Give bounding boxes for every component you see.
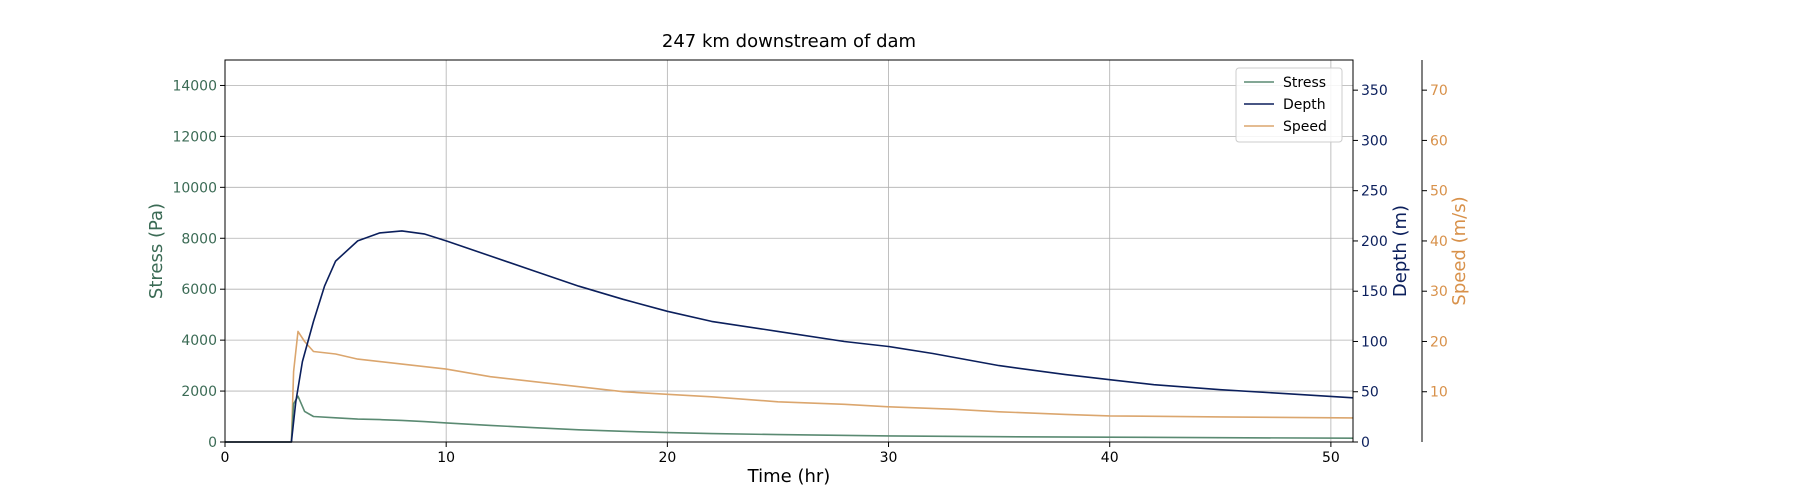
- stress-tick-label: 4000: [181, 333, 217, 349]
- legend-label-depth: Depth: [1283, 97, 1326, 113]
- depth-tick-label: 50: [1361, 385, 1379, 401]
- depth-tick-label: 300: [1361, 133, 1388, 149]
- legend-box: [1235, 67, 1343, 143]
- stress-tick-label: 14000: [172, 78, 217, 94]
- x-tick-label: 40: [1101, 450, 1119, 466]
- stress-tick-label: 10000: [172, 180, 217, 196]
- stress-tick-label: 6000: [181, 282, 217, 298]
- stress-tick-label: 0: [208, 435, 217, 451]
- legend-label-stress: Stress: [1283, 75, 1326, 91]
- stress-tick-label: 8000: [181, 231, 217, 247]
- depth-axis-label: Depth (m): [1390, 205, 1411, 297]
- legend-label-speed: Speed: [1283, 119, 1327, 135]
- x-tick-label: 50: [1322, 450, 1340, 466]
- speed-tick-label: 70: [1430, 83, 1448, 99]
- speed-tick-label: 50: [1430, 184, 1448, 200]
- speed-tick-label: 10: [1430, 385, 1448, 401]
- speed-tick-label: 30: [1430, 284, 1448, 300]
- depth-tick-label: 200: [1361, 234, 1388, 250]
- grid: [224, 60, 1353, 443]
- series-layer: [225, 230, 1354, 443]
- stress-tick-label: 2000: [181, 384, 217, 400]
- speed-axis: 10 20 30 40 50 60 70: [1421, 60, 1448, 442]
- depth-axis: 0 50 100 150 200 250 300 350: [1353, 83, 1388, 451]
- speed-axis-label: Speed (m/s): [1449, 196, 1470, 305]
- depth-tick-label: 250: [1361, 184, 1388, 200]
- x-tick-label: 10: [437, 450, 455, 466]
- depth-tick-label: 150: [1361, 284, 1388, 300]
- x-tick-label: 20: [658, 450, 676, 466]
- speed-tick-label: 60: [1430, 133, 1448, 149]
- series-line-stress: [225, 395, 1354, 443]
- stress-axis: 0 2000 4000 6000 8000 10000 12000 14000: [172, 78, 225, 451]
- speed-tick-label: 20: [1430, 334, 1448, 350]
- depth-tick-label: 350: [1361, 83, 1388, 99]
- legend: Stress Depth Speed: [1235, 67, 1343, 143]
- series-line-depth: [225, 230, 1354, 443]
- x-axis: 0 10 20 30 40 50: [221, 442, 1340, 466]
- depth-tick-label: 0: [1361, 435, 1370, 451]
- speed-tick-label: 40: [1430, 234, 1448, 250]
- chart-title: 247 km downstream of dam: [662, 31, 916, 52]
- depth-tick-label: 100: [1361, 334, 1388, 350]
- x-tick-label: 0: [221, 450, 230, 466]
- plot-frame: [224, 59, 1354, 443]
- stress-axis-label: Stress (Pa): [146, 203, 167, 299]
- stress-tick-label: 12000: [172, 129, 217, 145]
- x-axis-label: Time (hr): [747, 466, 831, 487]
- x-tick-label: 30: [880, 450, 898, 466]
